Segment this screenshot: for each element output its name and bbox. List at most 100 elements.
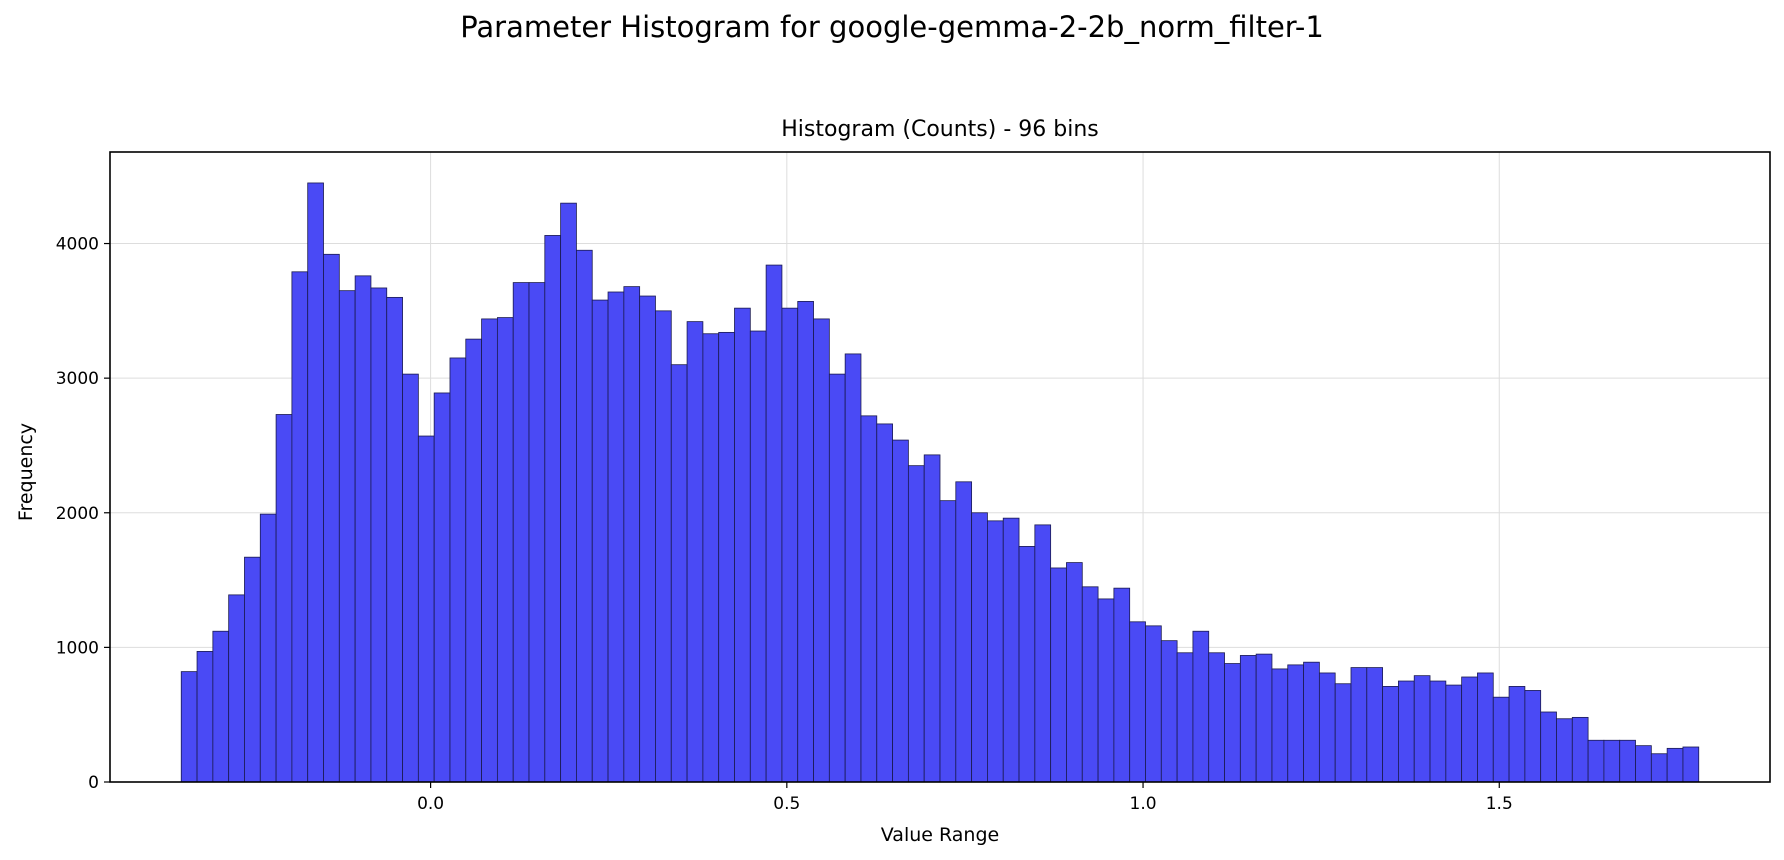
histogram-bar (1366, 667, 1384, 783)
histogram-bar (402, 373, 419, 783)
histogram-bar (481, 318, 498, 783)
histogram-bar (797, 301, 814, 783)
histogram-bar (465, 338, 482, 783)
histogram-bar (939, 500, 957, 783)
histogram-bar (813, 318, 830, 783)
histogram-bar (1603, 739, 1621, 783)
histogram-bar (1429, 680, 1447, 783)
histogram-bar (1571, 716, 1589, 783)
histogram-bar (496, 317, 514, 783)
histogram-bar (528, 282, 546, 783)
y-tick-label: 0 (88, 773, 99, 793)
histogram-bar (1461, 676, 1478, 783)
histogram-bar (1682, 746, 1700, 783)
histogram-bar (180, 671, 198, 783)
histogram-bar (844, 353, 862, 783)
histogram-bar (1382, 686, 1399, 783)
histogram-bar (1255, 653, 1273, 783)
histogram-bar (907, 465, 925, 783)
histogram-bar (449, 357, 467, 783)
histogram-bar (1492, 696, 1510, 783)
histogram-bar (212, 630, 230, 783)
histogram-bar (702, 333, 720, 783)
histogram-bar (1303, 661, 1320, 783)
x-axis-label: Value Range (880, 824, 1000, 846)
histogram-bar (1176, 652, 1194, 783)
histogram-bar (1018, 546, 1036, 783)
histogram-bar (1239, 655, 1257, 783)
histogram-bar (259, 513, 277, 783)
histogram-bar (1556, 718, 1573, 783)
histogram-bar (244, 556, 261, 783)
histogram-bar (923, 454, 941, 783)
y-tick-label: 3000 (56, 369, 99, 389)
histogram-bar (1034, 524, 1052, 783)
histogram-bar (1192, 630, 1210, 783)
histogram-bar (228, 594, 245, 783)
histogram-bar (639, 295, 656, 783)
figure-title: Parameter Histogram for google-gemma-2-2… (460, 10, 1324, 44)
histogram-bar (1081, 586, 1099, 783)
histogram-bar (576, 249, 593, 783)
axis-ticks: 0.0 0.5 1.0 1.5 0 1000 2000 3000 4000 (56, 235, 1513, 814)
histogram-bar (1318, 672, 1336, 783)
histogram-bar (291, 271, 309, 783)
histogram-bar (512, 282, 530, 783)
histogram-bar (876, 423, 893, 783)
histogram-bar (1666, 747, 1684, 783)
histogram-bar (860, 415, 878, 783)
histogram-bar (433, 392, 451, 783)
histogram-bar (1587, 739, 1605, 783)
x-tick-label: 1.5 (1486, 794, 1513, 814)
axes-title: Histogram (Counts) - 96 bins (781, 117, 1099, 142)
histogram-bar (828, 373, 846, 783)
histogram-bar (338, 290, 356, 783)
histogram-bar (1271, 668, 1289, 783)
histogram-bar (386, 296, 403, 783)
histogram-bar (1508, 686, 1526, 783)
histogram-bar (1650, 753, 1668, 783)
histogram-bar (323, 253, 340, 783)
histogram-bar (670, 364, 688, 783)
histogram-bar (544, 235, 562, 783)
plot-frame (109, 151, 1771, 783)
histogram-bar (987, 520, 1004, 783)
histogram-bars (180, 182, 1700, 783)
histogram-bar (1398, 680, 1415, 783)
histogram-bar (749, 330, 767, 783)
x-tick-label: 0.5 (773, 794, 800, 814)
histogram-bar (1002, 517, 1020, 783)
histogram-bar (718, 331, 735, 783)
histogram-bar (1635, 745, 1652, 783)
histogram-bar (686, 321, 704, 783)
y-tick-label: 2000 (56, 504, 99, 524)
y-tick-label: 1000 (56, 638, 99, 658)
histogram-bar (196, 651, 214, 783)
histogram-bar (370, 287, 388, 783)
histogram-bar (1350, 667, 1368, 783)
histogram-bar (1145, 625, 1162, 783)
histogram-bar (1540, 711, 1557, 783)
histogram-bar (1445, 684, 1463, 783)
histogram-bar (354, 275, 372, 783)
x-tick-label: 0.0 (417, 794, 444, 814)
histogram-bar (1619, 739, 1636, 783)
histogram-bar (1113, 587, 1131, 783)
histogram-bar (1097, 598, 1115, 783)
y-tick-label: 4000 (56, 235, 99, 255)
x-tick-label: 1.0 (1130, 794, 1157, 814)
histogram-bar (607, 291, 625, 783)
histogram-bar (307, 182, 324, 783)
histogram-bar (1477, 672, 1494, 783)
histogram-bar (417, 435, 435, 783)
histogram-bar (1413, 675, 1431, 783)
histogram-bar (275, 414, 293, 783)
histogram-bar (1160, 640, 1178, 783)
histogram-bar (1066, 562, 1083, 783)
histogram-bar (1208, 652, 1225, 783)
histogram-bar (765, 264, 783, 783)
histogram-bar (781, 307, 799, 783)
histogram-bar (623, 286, 641, 783)
histogram-bar (971, 512, 988, 783)
